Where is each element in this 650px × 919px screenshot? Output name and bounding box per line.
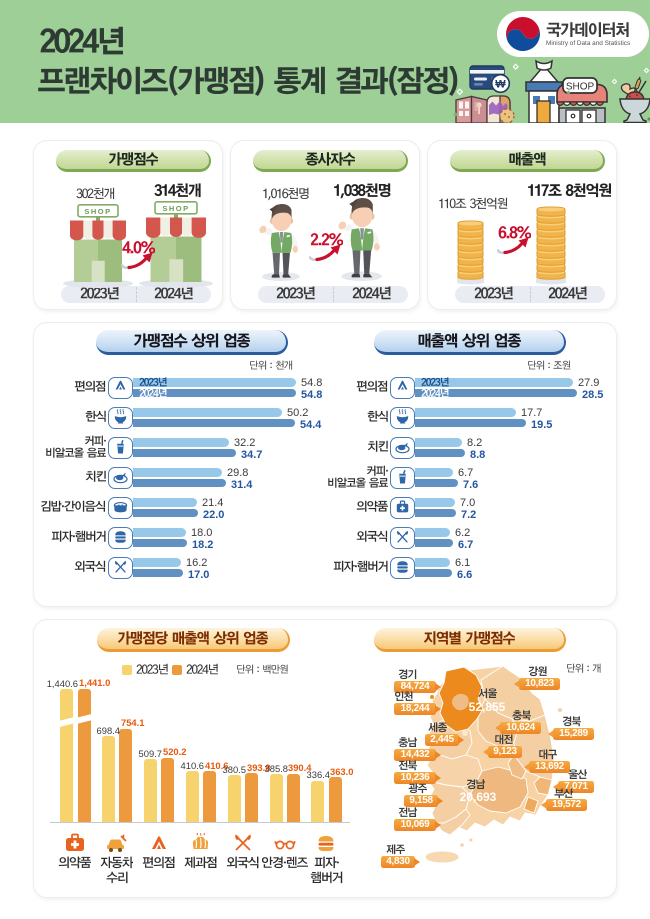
svg-text:SHOP: SHOP [162,204,189,213]
svg-text:SHOP: SHOP [84,207,111,216]
svg-text:₩: ₩ [495,79,506,91]
svg-text:SHOP: SHOP [566,82,595,93]
